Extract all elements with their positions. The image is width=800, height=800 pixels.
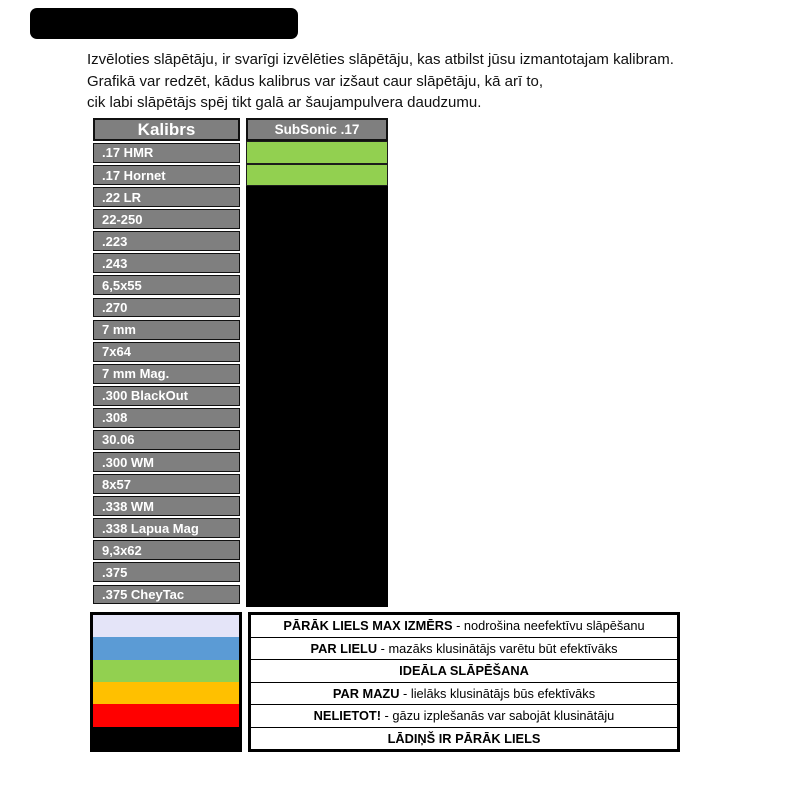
intro-line-1: Izvēloties slāpētāju, ir svarīgi izvēlēt… <box>87 51 674 68</box>
legend-text-do-not-use: NELIETOT! - gāzu izplešanās var sabojāt … <box>251 705 677 728</box>
caliber-row-label: 6,5x55 <box>93 275 240 296</box>
caliber-row-label: .300 WM <box>93 452 240 472</box>
legend-color-column <box>90 612 242 752</box>
caliber-row-label: 30.06 <box>93 430 240 450</box>
caliber-row-label: .375 <box>93 562 240 583</box>
caliber-row-label: 8x57 <box>93 474 240 495</box>
legend-swatch-do-not-use <box>93 704 239 727</box>
legend-text-charge-too-big: LĀDIŅŠ IR PĀRĀK LIELS <box>251 728 677 750</box>
legend-term: PAR MAZU <box>332 685 400 701</box>
suppressor-value-column <box>246 141 388 607</box>
caliber-label-column: .17 HMR .17 Hornet .22 LR 22-250.223.243 6,5… <box>93 143 240 607</box>
legend-description: - mazāks klusinātājs varētu būt efektīvā… <box>377 640 618 656</box>
intro-text: Izvēloties slāpētāju, ir svarīgi izvēlēt… <box>87 49 674 114</box>
legend-description: - lielāks klusinātājs būs efektīvāks <box>399 685 596 701</box>
legend-term: NELIETOT! <box>313 708 381 724</box>
legend-term: PAR LIELU <box>310 640 378 656</box>
caliber-row-label: .270 <box>93 297 240 318</box>
legend-text-column: PĀRĀK LIELS MAX IZMĒRS - nodrošina neefe… <box>248 612 680 752</box>
legend-text-ideal: IDEĀLA SLĀPĒŠANA <box>251 660 677 683</box>
caliber-row-label: 7 mm Mag. <box>93 363 240 384</box>
redaction-bar <box>30 8 298 39</box>
intro-line-3: cik labi slāpētājs spēj tikt galā ar šau… <box>87 94 482 111</box>
legend-swatch-max-size-too-big <box>93 615 239 638</box>
caliber-row-label: .338 WM <box>93 496 240 517</box>
caliber-row-label: 7x64 <box>93 341 240 362</box>
legend-swatch-ideal <box>93 659 239 682</box>
legend-term: PĀRĀK LIELS MAX IZMĒRS <box>283 618 453 634</box>
caliber-row-label: .243 <box>93 253 240 274</box>
caliber-row-label: .17 HMR <box>93 143 240 163</box>
suppression-cell-ideal <box>246 163 388 187</box>
legend-swatch-too-small <box>93 681 239 705</box>
suppressor-column-header: SubSonic .17 <box>246 118 388 141</box>
legend-swatch-too-big <box>93 637 239 660</box>
caliber-row-label: .375 CheyTac <box>93 584 240 605</box>
caliber-row-label: .308 <box>93 407 240 428</box>
legend-description: - gāzu izplešanās var sabojāt klusinātāj… <box>380 708 615 724</box>
caliber-row-label: 22-250 <box>93 209 240 230</box>
caliber-row-label: .223 <box>93 231 240 252</box>
caliber-row-label: 9,3x62 <box>93 540 240 561</box>
suppression-block-charge-too-big <box>246 186 388 607</box>
caliber-row-label: 7 mm <box>93 319 240 340</box>
caliber-row-label: .22 LR <box>93 187 240 208</box>
legend-text-max-size-too-big: PĀRĀK LIELS MAX IZMĒRS - nodrošina neefe… <box>251 615 677 638</box>
legend-text-too-big: PAR LIELU - mazāks klusinātājs varētu bū… <box>251 638 677 660</box>
intro-line-2: Grafikā var redzēt, kādus kalibrus var i… <box>87 72 544 90</box>
caliber-row-label: .300 BlackOut <box>93 385 240 406</box>
legend-term: LĀDIŅŠ IR PĀRĀK LIELS <box>387 730 541 746</box>
suppression-cell-ideal <box>246 141 388 164</box>
legend-text-too-small: PAR MAZU - lielāks klusinātājs būs efekt… <box>251 683 677 705</box>
caliber-row-label: .338 Lapua Mag <box>93 518 240 539</box>
legend-description: - nodrošina neefektīvu slāpēšanu <box>452 618 645 634</box>
caliber-column-header: Kalibrs <box>93 118 240 141</box>
legend-term: IDEĀLA SLĀPĒŠANA <box>399 663 529 679</box>
legend-swatch-charge-too-big <box>93 726 239 749</box>
caliber-row-label: .17 Hornet <box>93 165 240 185</box>
